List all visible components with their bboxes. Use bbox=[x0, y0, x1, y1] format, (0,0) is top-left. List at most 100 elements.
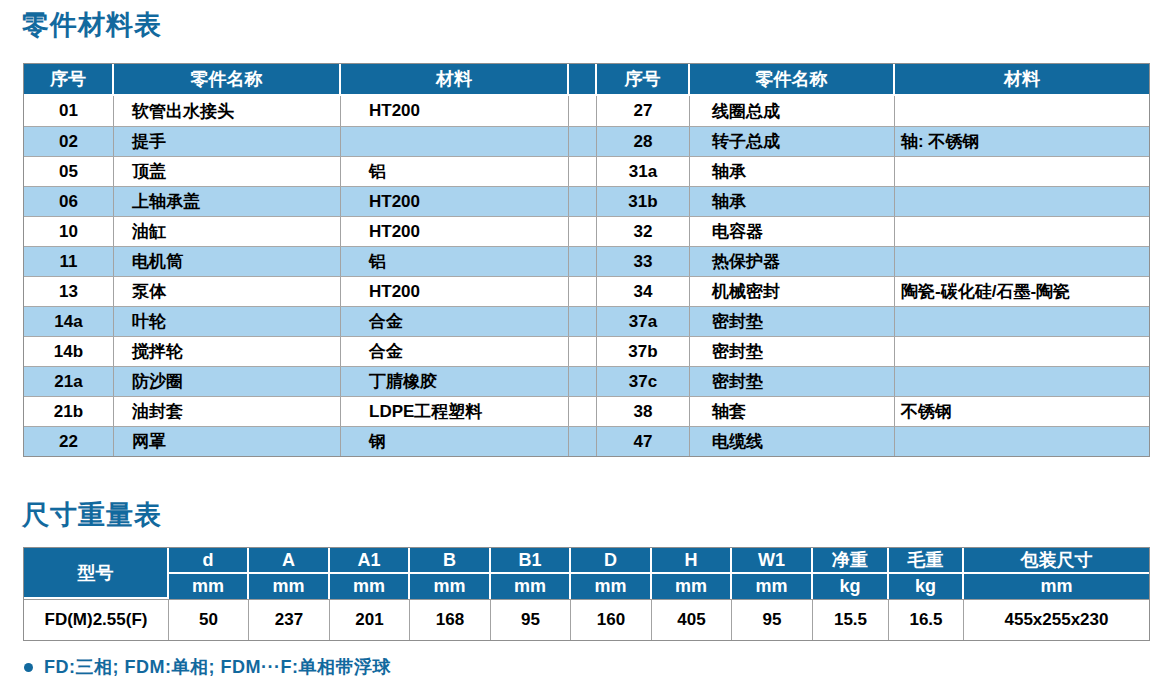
dims-col-label: 毛重 bbox=[889, 548, 964, 574]
parts-table-row: 22网罩钢47电缆线 bbox=[24, 426, 1149, 456]
spacer-cell bbox=[569, 366, 597, 396]
part-material-cell: 铝 bbox=[341, 156, 569, 186]
part-number-cell: 47 bbox=[597, 426, 690, 456]
dims-col-label: 净重 bbox=[813, 548, 889, 574]
part-number-cell: 14b bbox=[24, 336, 114, 366]
col-header-material-right: 材料 bbox=[895, 64, 1149, 96]
spacer-cell bbox=[569, 156, 597, 186]
parts-table-title: 零件材料表 bbox=[22, 9, 1169, 42]
dims-col-unit: kg bbox=[813, 574, 889, 599]
parts-table-row: 11电机筒铝33热保护器 bbox=[24, 246, 1149, 276]
dims-data-row: FD(M)2.55(F) 50237201168951604059515.516… bbox=[24, 599, 1149, 640]
dims-col-label: D bbox=[571, 548, 652, 574]
dims-col-label: 包装尺寸 bbox=[964, 548, 1149, 574]
part-material-cell bbox=[895, 186, 1149, 216]
part-material-cell bbox=[895, 156, 1149, 186]
parts-table-row: 05顶盖铝31a轴承 bbox=[24, 156, 1149, 186]
part-number-cell: 11 bbox=[24, 246, 114, 276]
part-name-cell: 提手 bbox=[114, 126, 341, 156]
part-material-cell: 丁腈橡胶 bbox=[341, 366, 569, 396]
part-name-cell: 叶轮 bbox=[114, 306, 341, 336]
part-name-cell: 搅拌轮 bbox=[114, 336, 341, 366]
part-name-cell: 转子总成 bbox=[690, 126, 895, 156]
part-number-cell: 31a bbox=[597, 156, 690, 186]
part-number-cell: 01 bbox=[24, 96, 114, 126]
col-header-no-left: 序号 bbox=[24, 64, 114, 96]
part-material-cell bbox=[341, 126, 569, 156]
part-material-cell bbox=[895, 246, 1149, 276]
dims-value-cell: 95 bbox=[491, 599, 571, 640]
dims-value-cell: 455x255x230 bbox=[964, 599, 1149, 640]
part-number-cell: 21a bbox=[24, 366, 114, 396]
spacer-cell bbox=[569, 276, 597, 306]
part-name-cell: 轴承 bbox=[690, 186, 895, 216]
dims-col-label: W1 bbox=[732, 548, 813, 574]
part-name-cell: 防沙圈 bbox=[114, 366, 341, 396]
parts-table-row: 13泵体HT20034机械密封陶瓷-碳化硅/石墨-陶瓷 bbox=[24, 276, 1149, 306]
model-value-cell: FD(M)2.55(F) bbox=[24, 599, 169, 640]
part-material-cell bbox=[895, 336, 1149, 366]
parts-table-row: 02提手28转子总成轴: 不锈钢 bbox=[24, 126, 1149, 156]
parts-header-row: 序号 零件名称 材料 序号 零件名称 材料 bbox=[24, 64, 1149, 96]
dims-col-label: H bbox=[652, 548, 732, 574]
col-header-no-right: 序号 bbox=[597, 64, 690, 96]
part-name-cell: 软管出水接头 bbox=[114, 96, 341, 126]
part-material-cell: 铝 bbox=[341, 246, 569, 276]
catalog-page: 零件材料表 序号 零件名称 材料 序号 零件名称 材料 01软管出水接头HT20… bbox=[0, 0, 1169, 691]
col-header-name-right: 零件名称 bbox=[690, 64, 895, 96]
dimensions-weight-table: 型号 dAA1BB1DHW1净重毛重包装尺寸 mmmmmmmmmmmmmmmmk… bbox=[23, 547, 1150, 641]
part-material-cell: HT200 bbox=[341, 96, 569, 126]
part-material-cell: 轴: 不锈钢 bbox=[895, 126, 1149, 156]
dims-col-label: B bbox=[410, 548, 491, 574]
parts-table-header: 序号 零件名称 材料 序号 零件名称 材料 bbox=[24, 64, 1149, 96]
part-name-cell: 密封垫 bbox=[690, 366, 895, 396]
part-number-cell: 13 bbox=[24, 276, 114, 306]
dims-col-label: A1 bbox=[330, 548, 410, 574]
part-name-cell: 电机筒 bbox=[114, 246, 341, 276]
part-number-cell: 32 bbox=[597, 216, 690, 246]
spacer-cell bbox=[569, 306, 597, 336]
dims-value-cell: 16.5 bbox=[889, 599, 964, 640]
part-name-cell: 密封垫 bbox=[690, 306, 895, 336]
footnote-text: FD:三相; FDM:单相; FDM···F:单相带浮球 bbox=[44, 655, 391, 679]
part-number-cell: 37a bbox=[597, 306, 690, 336]
part-number-cell: 22 bbox=[24, 426, 114, 456]
part-number-cell: 38 bbox=[597, 396, 690, 426]
part-number-cell: 10 bbox=[24, 216, 114, 246]
part-name-cell: 线圈总成 bbox=[690, 96, 895, 126]
col-header-material-left: 材料 bbox=[341, 64, 569, 96]
spacer-cell bbox=[569, 396, 597, 426]
col-header-name-left: 零件名称 bbox=[114, 64, 341, 96]
parts-table-row: 21a防沙圈丁腈橡胶37c密封垫 bbox=[24, 366, 1149, 396]
dims-value-cell: 15.5 bbox=[813, 599, 889, 640]
spacer-cell bbox=[569, 96, 597, 126]
spacer-column-header bbox=[569, 64, 597, 96]
dims-col-unit: kg bbox=[889, 574, 964, 599]
part-material-cell: 陶瓷-碳化硅/石墨-陶瓷 bbox=[895, 276, 1149, 306]
part-name-cell: 机械密封 bbox=[690, 276, 895, 306]
dims-table-body: FD(M)2.55(F) 50237201168951604059515.516… bbox=[24, 599, 1149, 640]
part-number-cell: 14a bbox=[24, 306, 114, 336]
parts-table-row: 14b搅拌轮合金37b密封垫 bbox=[24, 336, 1149, 366]
part-material-cell bbox=[895, 366, 1149, 396]
parts-table-row: 10油缸HT20032电容器 bbox=[24, 216, 1149, 246]
dims-col-unit: mm bbox=[571, 574, 652, 599]
part-material-cell bbox=[895, 96, 1149, 126]
dims-col-unit: mm bbox=[652, 574, 732, 599]
parts-table-row: 06上轴承盖HT20031b轴承 bbox=[24, 186, 1149, 216]
part-number-cell: 02 bbox=[24, 126, 114, 156]
dims-col-unit: mm bbox=[410, 574, 491, 599]
dims-value-cell: 237 bbox=[249, 599, 330, 640]
part-number-cell: 33 bbox=[597, 246, 690, 276]
part-name-cell: 上轴承盖 bbox=[114, 186, 341, 216]
part-material-cell: 不锈钢 bbox=[895, 396, 1149, 426]
dimensions-table-title: 尺寸重量表 bbox=[22, 499, 1169, 532]
part-name-cell: 网罩 bbox=[114, 426, 341, 456]
part-material-cell: 合金 bbox=[341, 306, 569, 336]
dims-value-cell: 405 bbox=[652, 599, 732, 640]
dims-value-cell: 168 bbox=[410, 599, 491, 640]
dims-value-cell: 201 bbox=[330, 599, 410, 640]
part-name-cell: 顶盖 bbox=[114, 156, 341, 186]
part-material-cell bbox=[895, 216, 1149, 246]
part-number-cell: 06 bbox=[24, 186, 114, 216]
